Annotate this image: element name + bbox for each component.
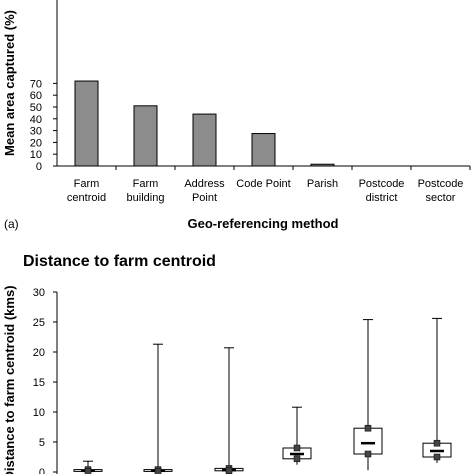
box-plot-item [73,460,103,474]
bar-x-ticks: Farm centroid Farm building Address Point Code… [67,166,471,204]
box-y-axis-title: Distance to farm centroid (kms) [2,285,17,474]
box-quartile-marker [225,467,233,474]
box-y-tick-label: 25 [33,317,45,329]
box-y-tick-label: 10 [33,407,45,419]
box-quartile-marker [84,468,92,474]
box-quartile-marker [364,450,372,458]
bar-x-tick-label: centroid [67,192,106,204]
box-plot-item [214,347,244,474]
box-y-tick-label: 15 [33,377,45,389]
bar-marks [74,80,335,167]
bar-y-tick-label: 20 [30,137,42,149]
box-y-tick-label: 20 [33,347,45,359]
bar [251,133,276,167]
box-chart-title: Distance to farm centroid [23,253,216,270]
box-quartile-marker [293,444,301,452]
panel-label-a: (a) [4,217,19,231]
bar-x-tick-label: district [366,192,398,204]
bar-x-axis-title: Geo-referencing method [188,216,339,231]
bar-y-tick-label: 0 [36,161,42,173]
bar-x-tick-label: Point [192,192,217,204]
bar-x-tick-label: Farm [133,178,159,190]
bar-y-tick-label: 60 [30,90,42,102]
bar-y-tick-label: 40 [30,114,42,126]
bar-x-tick-label: Postcode [418,178,464,190]
box-marks [73,317,452,474]
bar [192,113,217,167]
bar-x-tick-label: Code Point [236,178,290,190]
box-quartile-marker [433,439,441,447]
bar-x-tick-label: Parish [307,178,338,190]
box-iqr [353,427,383,455]
box-y-tick-label: 0 [39,467,45,474]
box-quartile-marker [364,424,372,432]
box-y-ticks: 0 5 10 15 20 25 30 [33,287,57,474]
bar-x-tick-label: building [127,192,165,204]
box-y-tick-label: 5 [39,437,45,449]
bar-y-tick-label: 50 [30,102,42,114]
box-quartile-marker [433,453,441,461]
bar-y-tick-label: 10 [30,149,42,161]
box-plot-item [143,343,173,474]
box-chart: Distance to farm centroid Distance to fa… [2,253,452,474]
bar-x-tick-label: Postcode [359,178,405,190]
bar [133,105,158,167]
bar-y-tick-label: 70 [30,78,42,90]
bar-x-tick-label: sector [426,192,456,204]
box-plot-item [282,406,312,465]
box-y-tick-label: 30 [33,287,45,299]
bar-y-axis-title: Mean area captured (%) [2,10,17,156]
box-plot-item [422,317,452,463]
bar-y-tick-label: 30 [30,126,42,138]
bar-x-tick-label: Address [184,178,225,190]
bar [310,163,335,167]
box-quartile-marker [154,468,162,474]
bar-x-tick-label: Farm [74,178,100,190]
box-plot-item [353,319,383,471]
bar [74,80,99,167]
box-quartile-marker [293,455,301,463]
